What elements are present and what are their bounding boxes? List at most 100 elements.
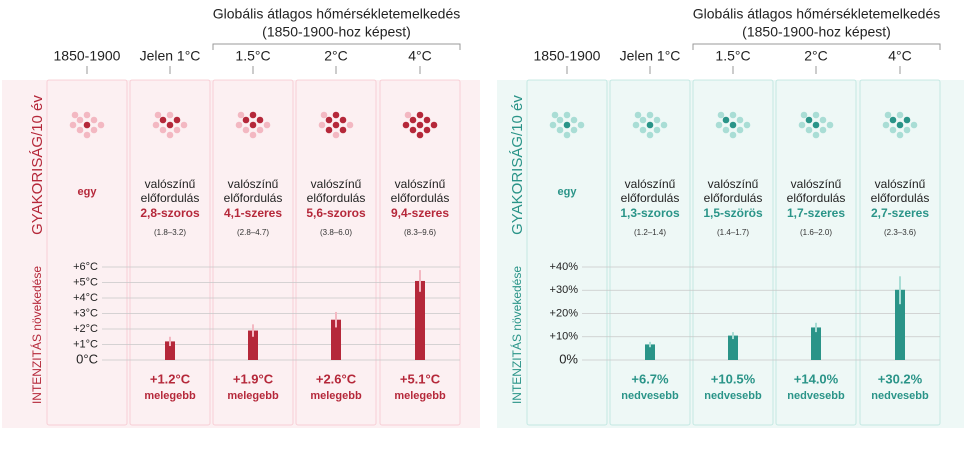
y-tick-label: +40% (550, 261, 579, 273)
y-tick-label: +30% (550, 284, 579, 296)
dot (332, 111, 340, 119)
dot (332, 121, 340, 129)
dot (318, 121, 326, 129)
column-card (775, 79, 857, 426)
dot (404, 111, 412, 119)
frequency-range: (1.4–1.7) (717, 228, 749, 237)
y-tick-label: +3°C (73, 307, 98, 319)
dot (884, 111, 892, 119)
dot (563, 131, 571, 139)
value-note: melegebb (394, 390, 446, 402)
value-note: melegebb (144, 390, 196, 402)
dot (159, 116, 167, 124)
dot (97, 121, 105, 129)
header-title: Globális átlagos hőmérsékletemelkedés (213, 6, 460, 22)
dot (736, 116, 744, 124)
frequency-factor: 1,3-szoros (620, 206, 680, 220)
bar (415, 280, 425, 360)
panel-background (497, 80, 964, 428)
dot (812, 111, 820, 119)
bracket (212, 43, 461, 50)
dot (256, 116, 264, 124)
value-label: +5.1°C (400, 371, 441, 386)
dot (800, 111, 808, 119)
y-tick-label: +2°C (73, 323, 98, 335)
dot (812, 121, 820, 129)
frequency-text: előfordulás (787, 191, 846, 205)
y-tick-label: +6°C (73, 261, 98, 273)
column-card (526, 79, 608, 426)
dot (715, 121, 723, 129)
column-header: Jelen 1°C (140, 48, 201, 64)
column-header: 1850-1900 (534, 48, 601, 64)
column-card (129, 79, 211, 426)
dot (90, 126, 98, 134)
column-card (692, 79, 774, 426)
dot (910, 121, 918, 129)
y-tick-label: +20% (550, 307, 579, 319)
frequency-text: előfordulás (307, 191, 366, 205)
dot (339, 126, 347, 134)
dot (90, 116, 98, 124)
dot (819, 126, 827, 134)
column-header: 2°C (324, 48, 348, 64)
dot (819, 116, 827, 124)
frequency-range: (2.8–4.7) (237, 228, 269, 237)
frequency-factor: 2,8-szoros (140, 206, 200, 220)
dot (563, 111, 571, 119)
dot (889, 126, 897, 134)
value-note: nedvesebb (704, 390, 762, 402)
frequency-factor: 1,7-szeres (787, 206, 845, 220)
dot (722, 126, 730, 134)
dot (69, 121, 77, 129)
dot (83, 111, 91, 119)
dot (423, 116, 431, 124)
dot (71, 111, 79, 119)
dot (882, 121, 890, 129)
value-note: nedvesebb (871, 390, 929, 402)
dot (717, 111, 725, 119)
frequency-label: GYAKORISÁG/10 év (509, 95, 526, 235)
dot (653, 126, 661, 134)
dot (166, 111, 174, 119)
frequency-range: (1.6–2.0) (800, 228, 832, 237)
value-label: +14.0% (794, 371, 839, 386)
dot (249, 111, 257, 119)
dot (416, 121, 424, 129)
bar (331, 319, 341, 360)
dot (646, 111, 654, 119)
intensity-label: INTENZITÁS növekedése (29, 266, 44, 404)
dot (570, 126, 578, 134)
dot (76, 116, 84, 124)
dot (805, 126, 813, 134)
frequency-text: előfordulás (141, 191, 200, 205)
y-tick-label: +1°C (73, 338, 98, 350)
dot (632, 121, 640, 129)
dot (743, 121, 751, 129)
column-header: 1.5°C (235, 48, 270, 64)
dot (402, 121, 410, 129)
dot (549, 121, 557, 129)
frequency-range: (1.2–1.4) (634, 228, 666, 237)
dot (166, 131, 174, 139)
frequency-text: előfordulás (621, 191, 680, 205)
dot (237, 111, 245, 119)
frequency-text: valószínű (625, 177, 676, 191)
dot (736, 126, 744, 134)
dot (249, 131, 257, 139)
dot (416, 131, 424, 139)
dot (570, 116, 578, 124)
dot (903, 126, 911, 134)
dot (263, 121, 271, 129)
dot (729, 111, 737, 119)
intensity-label: INTENZITÁS növekedése (509, 266, 524, 404)
column-card (379, 79, 461, 426)
column-card (46, 79, 128, 426)
y-tick-label: +4°C (73, 292, 98, 304)
dot (339, 116, 347, 124)
dot (242, 126, 250, 134)
dot (556, 116, 564, 124)
dot (332, 131, 340, 139)
y-tick-label: +5°C (73, 276, 98, 288)
